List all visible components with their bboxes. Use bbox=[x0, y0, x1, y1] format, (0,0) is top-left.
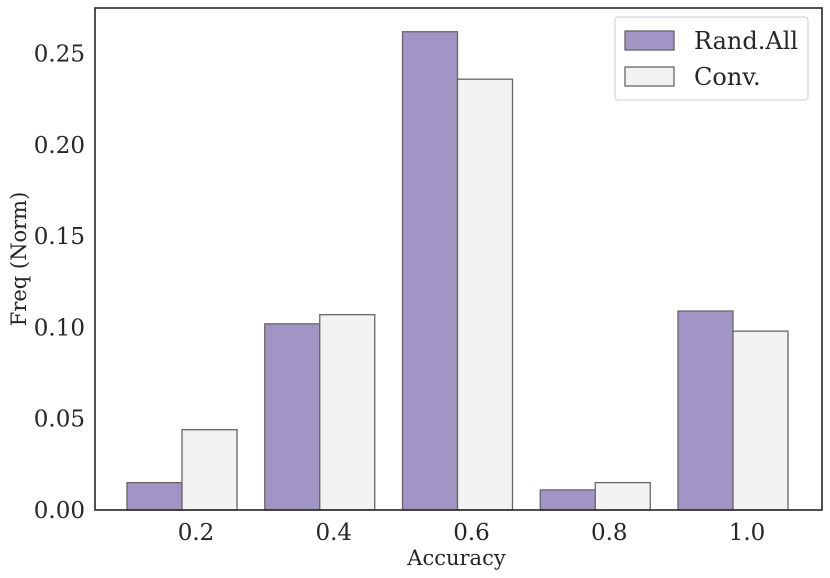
x-tick-label: 0.4 bbox=[315, 520, 352, 546]
legend-label-rand-all: Rand.All bbox=[694, 27, 798, 55]
legend-swatch-conv bbox=[624, 66, 675, 87]
bar-conv-1.0 bbox=[732, 330, 789, 511]
bar-rand-all-0.4 bbox=[264, 323, 321, 511]
bar-rand-all-1.0 bbox=[677, 310, 734, 511]
y-axis-ticks: 0.00 0.05 0.10 0.15 0.20 0.25 bbox=[34, 42, 85, 524]
x-tick-label: 1.0 bbox=[729, 520, 766, 546]
y-tick-label: 0.05 bbox=[34, 407, 85, 433]
bar-rand-all-0.2 bbox=[126, 481, 183, 511]
x-tick-label: 0.6 bbox=[453, 520, 490, 546]
y-tick-label: 0.15 bbox=[34, 224, 85, 250]
bar-rand-all-0.8 bbox=[539, 489, 596, 511]
legend-label-conv: Conv. bbox=[694, 63, 761, 91]
bar-conv-0.6 bbox=[456, 78, 514, 511]
bar-conv-0.2 bbox=[181, 429, 238, 511]
x-axis-label: Accuracy bbox=[406, 546, 506, 570]
bar-conv-0.4 bbox=[319, 314, 376, 511]
x-tick-label: 0.2 bbox=[178, 520, 215, 546]
y-tick-label: 0.00 bbox=[34, 498, 85, 524]
x-tick-label: 0.8 bbox=[591, 520, 628, 546]
bars-layer bbox=[126, 31, 789, 511]
bar-rand-all-0.6 bbox=[401, 31, 459, 511]
plot-frame bbox=[94, 7, 823, 511]
y-tick-label: 0.20 bbox=[34, 133, 85, 159]
legend-swatch-rand-all bbox=[624, 30, 675, 51]
legend: Rand.All Conv. bbox=[614, 16, 809, 101]
y-tick-label: 0.10 bbox=[34, 315, 85, 341]
bar-conv-0.8 bbox=[594, 481, 651, 511]
y-axis-label: Freq (Norm) bbox=[7, 192, 31, 327]
y-tick-label: 0.25 bbox=[34, 42, 85, 68]
x-axis-ticks: 0.2 0.4 0.6 0.8 1.0 bbox=[178, 520, 766, 546]
